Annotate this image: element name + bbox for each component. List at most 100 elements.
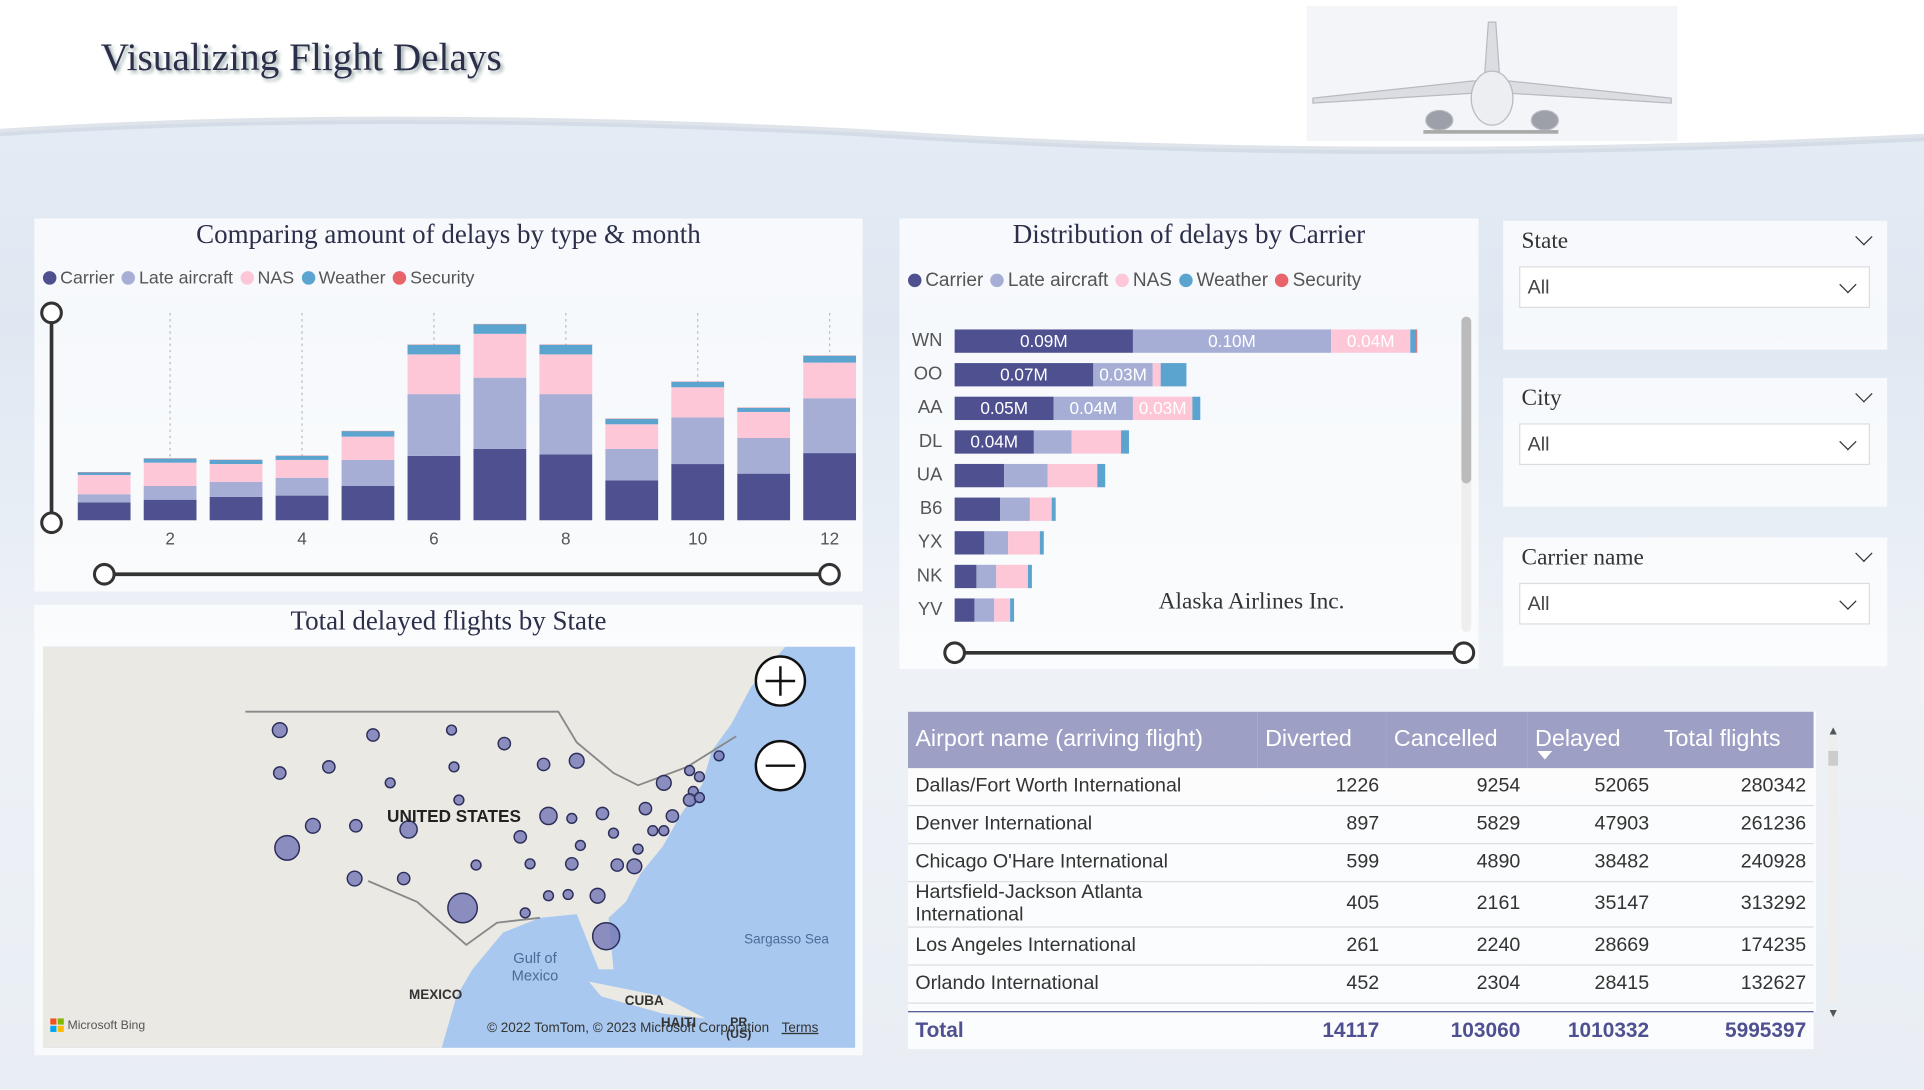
bar-segment <box>1093 363 1153 387</box>
legend-item: NAS <box>1115 269 1172 292</box>
table-cell: 1226 <box>1257 768 1387 807</box>
bing-logo <box>57 1025 64 1032</box>
dropdown-value: All <box>1527 277 1550 299</box>
y-tick-label: YV <box>918 598 943 619</box>
legend-label: NAS <box>257 268 295 289</box>
bing-logo <box>50 1025 57 1032</box>
bar-segment <box>143 485 197 500</box>
slider-handle[interactable] <box>1452 641 1476 665</box>
collapse-icon[interactable] <box>1855 228 1873 246</box>
slider-handle[interactable] <box>943 641 966 665</box>
table-cell: 261 <box>1257 927 1387 966</box>
bar-segment <box>803 355 857 363</box>
map <box>42 646 856 1048</box>
annotation: Alaska Airlines Inc. <box>1158 588 1345 615</box>
collapse-icon[interactable] <box>1855 385 1873 403</box>
bar-segment <box>77 494 131 503</box>
bar-segment <box>209 459 263 465</box>
bar-segment <box>1029 497 1052 521</box>
column-header[interactable]: Delayed <box>1527 711 1657 769</box>
bar-segment <box>275 459 329 478</box>
bar-segment <box>954 463 1005 488</box>
sort-indicator <box>1537 750 1553 760</box>
filter-panel: Carrier name All <box>1503 537 1888 667</box>
dropdown-arrow <box>1839 275 1857 294</box>
dropdown[interactable]: All <box>1519 423 1871 466</box>
collapse-icon[interactable] <box>1855 544 1873 563</box>
table-cell: 313292 <box>1656 881 1814 928</box>
legend-label: NAS <box>1132 269 1172 291</box>
scroll-thumb[interactable] <box>1461 316 1472 484</box>
legend-label: Security <box>1292 269 1362 291</box>
bar-segment <box>341 431 395 437</box>
x-tick-label: 12 <box>820 528 839 548</box>
filter-title: City <box>1521 385 1562 412</box>
bar-segment <box>473 324 527 334</box>
legend-label: Late aircraft <box>139 268 234 289</box>
bar-segment <box>407 344 461 355</box>
y-tick-label: YX <box>918 531 943 552</box>
bar-segment <box>275 455 329 460</box>
slider-handle[interactable] <box>92 562 116 586</box>
bar-segment <box>954 598 975 622</box>
legend-marker <box>1179 273 1193 288</box>
table-cell: Dallas/Fort Worth International <box>908 768 1258 807</box>
bar-segment <box>954 430 1034 454</box>
legend-marker <box>42 271 57 285</box>
table-cell: 28415 <box>1527 965 1657 1004</box>
slider-handle[interactable] <box>40 301 63 325</box>
zoom-in[interactable] <box>754 655 807 707</box>
bar-segment <box>1071 430 1122 454</box>
column-header[interactable]: Total flights <box>1656 711 1814 769</box>
scroll-down[interactable]: ▼ <box>1827 1006 1839 1020</box>
slider-handle[interactable] <box>40 511 63 535</box>
bar-segment <box>671 381 725 388</box>
bar-segment <box>275 495 329 521</box>
legend-marker <box>301 271 316 285</box>
x-tick-label: 2 <box>165 528 175 548</box>
bar-segment <box>539 394 593 455</box>
table-cell: Denver International <box>908 805 1258 845</box>
legend-label: Late aircraft <box>1007 269 1109 291</box>
column-header[interactable]: Diverted <box>1257 711 1387 769</box>
filter-title: State <box>1521 228 1569 254</box>
bar-segment <box>1053 396 1133 421</box>
legend-label: Carrier <box>60 268 115 289</box>
bar-segment <box>143 458 197 463</box>
column-header[interactable]: Cancelled <box>1386 711 1528 769</box>
data-label: 0.04M <box>1347 331 1395 351</box>
bar-segment <box>954 531 985 555</box>
bar-segment <box>539 354 593 395</box>
column-header[interactable]: Airport name (arriving flight) <box>908 711 1258 769</box>
map-terms[interactable]: Terms <box>782 1020 819 1035</box>
dropdown[interactable]: All <box>1519 582 1871 625</box>
bar-segment <box>539 454 593 521</box>
bar-segment <box>77 502 131 521</box>
slider-handle[interactable] <box>818 562 841 586</box>
table-row: Dallas/Fort Worth International 1226 9254 5… <box>908 768 1814 807</box>
table-scroll-thumb[interactable] <box>1828 750 1839 766</box>
zoom-out[interactable] <box>754 739 807 792</box>
bar-segment <box>605 448 659 481</box>
dropdown[interactable]: All <box>1519 266 1871 308</box>
total-label: Total <box>915 1018 964 1042</box>
bar-segment <box>473 333 527 378</box>
bar-segment <box>954 564 977 589</box>
total-row: Total 14117 103060 1010332 5995397 <box>908 1012 1814 1049</box>
bar-segment <box>341 436 395 460</box>
chart-title: Comparing amount of delays by type & mon… <box>196 218 701 250</box>
header-edge <box>0 116 1924 155</box>
legend-item: Late aircraft <box>990 269 1109 292</box>
airplane <box>1306 6 1678 142</box>
bar-segment <box>407 455 461 521</box>
scroll-up[interactable]: ▲ <box>1827 724 1839 738</box>
data-label: 0.04M <box>970 432 1018 452</box>
table-cell: 52065 <box>1527 768 1657 807</box>
bar-segment <box>1004 463 1048 488</box>
bar-segment <box>976 564 997 589</box>
x-tick-label: 10 <box>688 528 707 548</box>
bar-segment <box>605 424 659 449</box>
bar-segment <box>143 462 197 486</box>
y-tick-label: DL <box>919 430 943 451</box>
